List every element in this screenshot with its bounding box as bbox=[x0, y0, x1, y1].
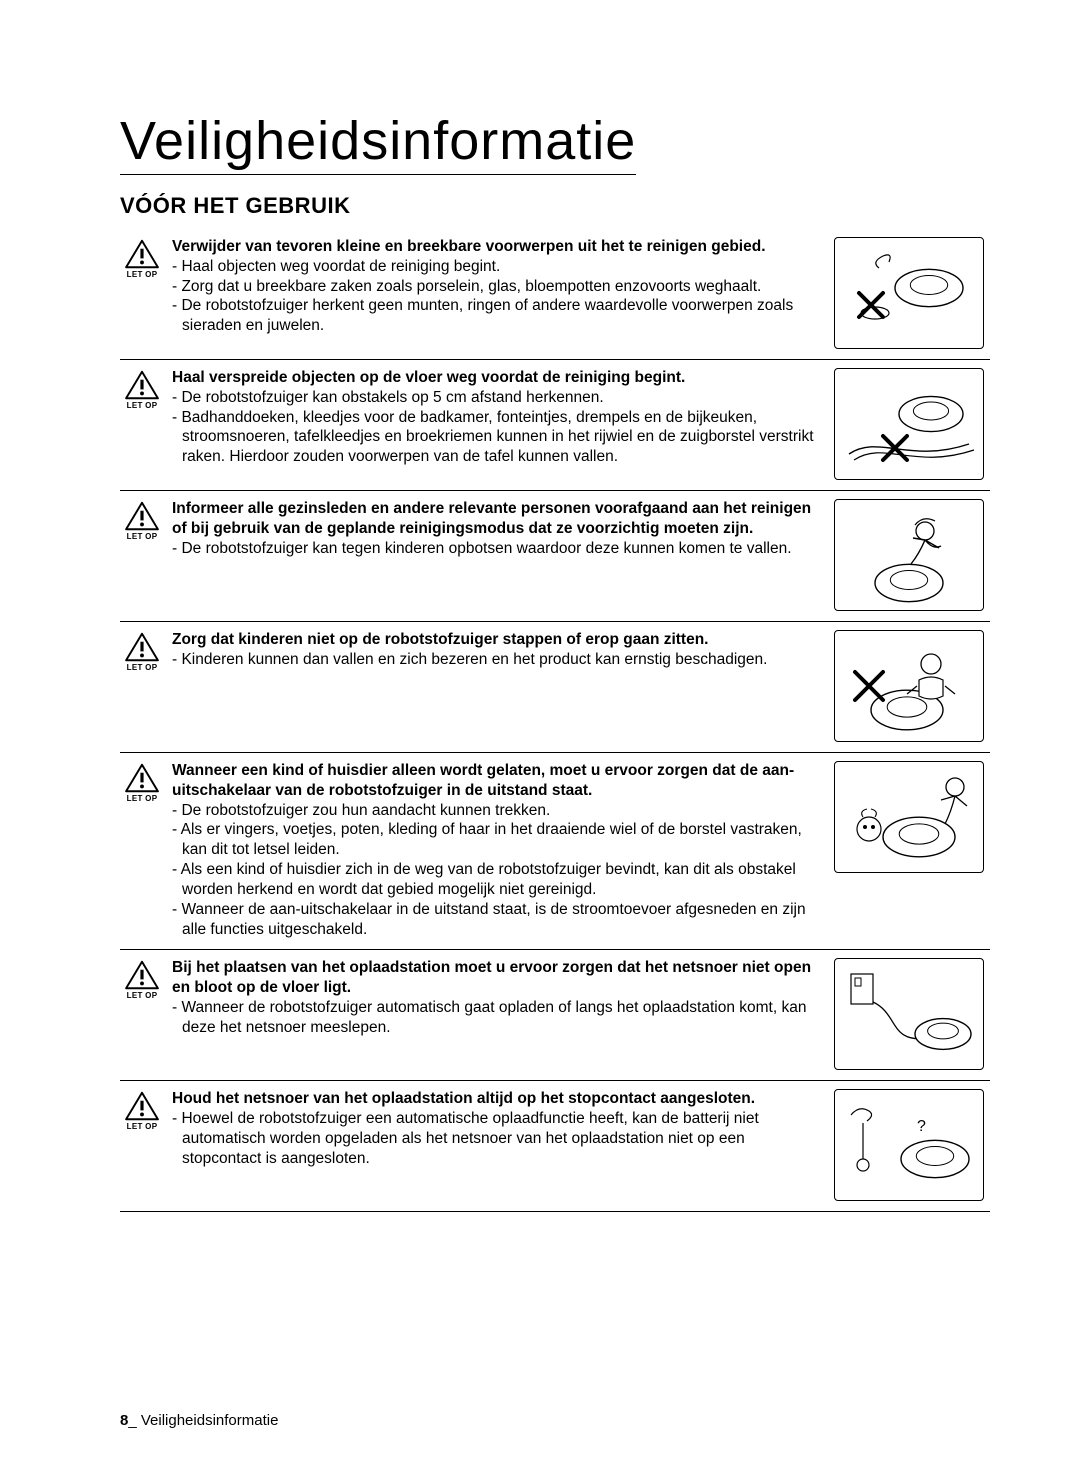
footer-text: Veiligheidsinformatie bbox=[141, 1412, 279, 1429]
caution-icon bbox=[124, 239, 160, 269]
illustration-column bbox=[828, 958, 990, 1070]
caution-label: LET OP bbox=[127, 401, 158, 410]
illustration-column bbox=[828, 630, 990, 742]
illustration-box bbox=[834, 958, 984, 1070]
safety-item: LET OP Houd het netsnoer van het oplaadst… bbox=[120, 1081, 990, 1212]
safety-item: LET OP Bij het plaatsen van het oplaadsta… bbox=[120, 950, 990, 1081]
item-line: - Wanneer de robotstofzuiger automatisch… bbox=[172, 998, 814, 1038]
item-line: - Wanneer de aan-uitschakelaar in de uit… bbox=[172, 900, 814, 940]
safety-item: LET OP Zorg dat kinderen niet op de robot… bbox=[120, 622, 990, 753]
illustration bbox=[839, 505, 979, 605]
caution-column: LET OP bbox=[120, 237, 164, 279]
item-line: - Hoewel de robotstofzuiger een automati… bbox=[172, 1109, 814, 1168]
illustration-box: ? bbox=[834, 1089, 984, 1201]
item-text: Bij het plaatsen van het oplaadstation m… bbox=[172, 958, 820, 1037]
item-line: - Kinderen kunnen dan vallen en zich bez… bbox=[172, 650, 814, 670]
illustration: ? bbox=[839, 1095, 979, 1195]
caution-icon bbox=[124, 1091, 160, 1121]
illustration bbox=[839, 374, 979, 474]
illustration-box bbox=[834, 237, 984, 349]
caution-column: LET OP bbox=[120, 958, 164, 1000]
caution-column: LET OP bbox=[120, 368, 164, 410]
item-text: Verwijder van tevoren kleine en breekbar… bbox=[172, 237, 820, 336]
caution-label: LET OP bbox=[127, 794, 158, 803]
caution-label: LET OP bbox=[127, 532, 158, 541]
caution-icon bbox=[124, 763, 160, 793]
item-line: - Als een kind of huisdier zich in de we… bbox=[172, 860, 814, 900]
safety-item: LET OP Haal verspreide objecten op de vlo… bbox=[120, 360, 990, 491]
caution-label: LET OP bbox=[127, 991, 158, 1000]
item-line: - Badhanddoeken, kleedjes voor de badkam… bbox=[172, 408, 814, 467]
item-heading: Bij het plaatsen van het oplaadstation m… bbox=[172, 959, 811, 996]
caution-label: LET OP bbox=[127, 1122, 158, 1131]
caution-icon bbox=[124, 632, 160, 662]
item-line: - De robotstofzuiger kan obstakels op 5 … bbox=[172, 388, 814, 408]
illustration-column bbox=[828, 761, 990, 873]
item-heading: Wanneer een kind of huisdier alleen word… bbox=[172, 762, 794, 799]
item-heading: Houd het netsnoer van het oplaadstation … bbox=[172, 1090, 755, 1107]
illustration-box bbox=[834, 499, 984, 611]
illustration-column: ? bbox=[828, 1089, 990, 1201]
safety-item: LET OP Informeer alle gezinsleden en ande… bbox=[120, 491, 990, 622]
illustration-column bbox=[828, 368, 990, 480]
safety-item: LET OP Wanneer een kind of huisdier allee… bbox=[120, 753, 990, 950]
item-text: Wanneer een kind of huisdier alleen word… bbox=[172, 761, 820, 939]
caution-label: LET OP bbox=[127, 270, 158, 279]
item-line: - De robotstofzuiger herkent geen munten… bbox=[172, 296, 814, 336]
illustration-column bbox=[828, 499, 990, 611]
caution-icon bbox=[124, 960, 160, 990]
illustration bbox=[839, 767, 979, 867]
svg-text:?: ? bbox=[917, 1118, 926, 1135]
item-line: - Als er vingers, voetjes, poten, kledin… bbox=[172, 820, 814, 860]
item-line: - De robotstofzuiger kan tegen kinderen … bbox=[172, 539, 814, 559]
caution-column: LET OP bbox=[120, 630, 164, 672]
item-text: Informeer alle gezinsleden en andere rel… bbox=[172, 499, 820, 558]
footer-separator: _ bbox=[128, 1412, 136, 1429]
caution-column: LET OP bbox=[120, 1089, 164, 1131]
caution-column: LET OP bbox=[120, 761, 164, 803]
item-heading: Zorg dat kinderen niet op de robotstofzu… bbox=[172, 631, 709, 648]
illustration-box bbox=[834, 761, 984, 873]
illustration-column bbox=[828, 237, 990, 349]
caution-label: LET OP bbox=[127, 663, 158, 672]
illustration-box bbox=[834, 630, 984, 742]
item-heading: Informeer alle gezinsleden en andere rel… bbox=[172, 500, 811, 537]
page-title: Veiligheidsinformatie bbox=[120, 110, 636, 175]
item-text: Haal verspreide objecten op de vloer weg… bbox=[172, 368, 820, 467]
caution-column: LET OP bbox=[120, 499, 164, 541]
item-text: Houd het netsnoer van het oplaadstation … bbox=[172, 1089, 820, 1168]
item-line: - Haal objecten weg voordat de reiniging… bbox=[172, 257, 814, 277]
page-footer: 8_ Veiligheidsinformatie bbox=[120, 1412, 278, 1429]
item-line: - De robotstofzuiger zou hun aandacht ku… bbox=[172, 801, 814, 821]
safety-item: LET OP Verwijder van tevoren kleine en br… bbox=[120, 237, 990, 360]
illustration bbox=[839, 964, 979, 1064]
item-heading: Verwijder van tevoren kleine en breekbar… bbox=[172, 238, 766, 255]
illustration-box bbox=[834, 368, 984, 480]
item-heading: Haal verspreide objecten op de vloer weg… bbox=[172, 369, 685, 386]
section-heading: VÓÓR HET GEBRUIK bbox=[120, 193, 990, 219]
items-container: LET OP Verwijder van tevoren kleine en br… bbox=[120, 237, 990, 1212]
item-text: Zorg dat kinderen niet op de robotstofzu… bbox=[172, 630, 820, 670]
illustration bbox=[839, 636, 979, 736]
item-line: - Zorg dat u breekbare zaken zoals porse… bbox=[172, 277, 814, 297]
caution-icon bbox=[124, 370, 160, 400]
illustration bbox=[839, 243, 979, 343]
caution-icon bbox=[124, 501, 160, 531]
